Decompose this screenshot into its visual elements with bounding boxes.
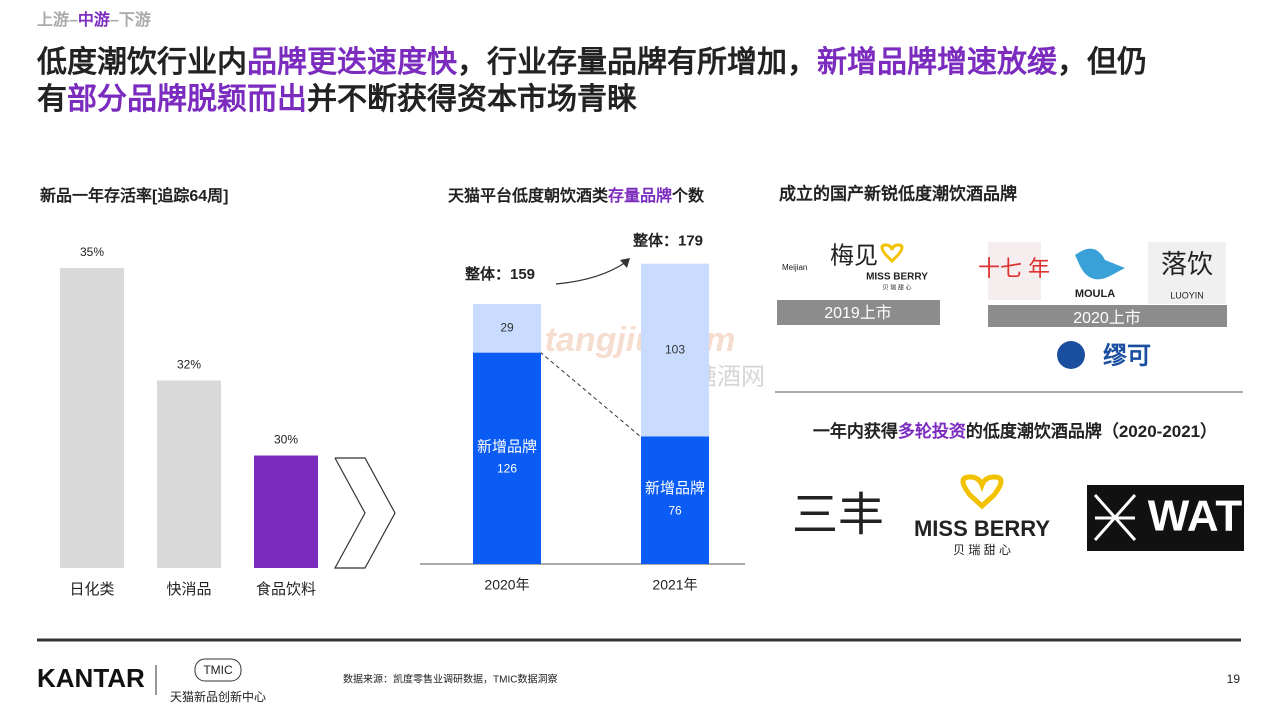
chart-title: 天猫平台低度朝饮酒类存量品牌个数 [448,186,705,205]
bar-segment [473,352,541,564]
bird-icon [1075,248,1125,280]
total-label: 整体：179 [633,232,703,250]
logo-text: 缪可 [1103,341,1151,369]
segment-name: 新增品牌 [645,480,705,497]
segment-value: 103 [665,342,685,356]
breadcrumb-item: 下游 [119,10,151,29]
slide-title: 低度潮饮行业内品牌更迭速度快，行业存量品牌有所增加，新增品牌增速放缓，但仍 [36,46,1147,79]
text-segment: 部分品牌脱颖而出 [67,82,307,116]
breadcrumb-item: – [69,12,78,29]
logo-text: 梅见 [830,243,878,270]
source: 数据来源：凯度零售业调研数据，TMIC数据洞察 [343,673,557,686]
breadcrumb: 上游–中游–下游 [37,10,151,29]
segment-name: 新增品牌 [477,438,537,455]
logo-text: 贝 瑞 甜 心 [882,284,911,292]
tmic-name: 天猫新品创新中心 [170,689,266,704]
text-segment: 品牌更迭速度快 [247,46,458,79]
tmic-logo: TMIC [203,663,233,677]
value-label: 35% [80,245,104,259]
bar-segment [641,263,709,437]
logo-icon [1057,341,1085,369]
text-segment: 天猫平台低度朝饮酒类 [448,186,609,205]
chevron [333,457,396,569]
heart-icon [880,243,904,264]
heart-icon [960,474,1004,510]
chart-title: 新品一年存活率[追踪64周] [40,186,228,205]
x-tick-label: 2021年 [652,577,697,593]
logo-text: 贝 瑞 甜 心 [953,543,1011,557]
value-label: 30% [274,433,298,447]
logo-text: MOULA [1075,288,1115,300]
logo-box [1148,242,1226,304]
x-tick-label: 2020年 [484,577,529,593]
text-segment: 个数 [671,186,705,205]
x-tick-label: 食品饮料 [256,581,316,598]
bar [157,380,221,568]
value-label: 32% [177,358,201,372]
text-segment: 的低度潮饮酒品牌（2020-2021） [966,421,1217,441]
tmic-box [194,658,242,682]
logo-text: MISS BERRY [866,272,928,283]
total-label: 整体：159 [465,265,535,283]
slide-title: 有部分品牌脱颖而出并不断获得资本市场青睐 [37,82,637,116]
bar [254,455,318,568]
segment-value: 76 [668,503,682,517]
text-segment: 新增品牌增速放缓 [817,46,1058,79]
arrow [555,261,627,285]
investment-title: 一年内获得多轮投资的低度潮饮酒品牌（2020-2021） [813,421,1217,441]
text-segment: ，行业存量品牌有所增加， [457,46,817,79]
brands-title: 成立的国产新锐低度潮饮酒品牌 [779,183,1017,203]
page-number: 19 [1227,672,1241,686]
logo-text: MISS BERRY [914,516,1050,541]
x-tick-label: 快消品 [166,581,211,598]
text-segment: 一年内获得 [813,421,898,441]
breadcrumb-item: – [110,12,119,29]
arrow-head [620,258,630,268]
text-segment: 并不断获得资本市场青睐 [307,82,637,116]
logo-box [988,242,1041,300]
x-tick-label: 日化类 [69,581,114,598]
logo-text: Meijian [782,263,807,272]
group-label: 2020上市 [1073,309,1141,327]
logo-text: 三丰 [792,490,884,541]
text-segment: 低度潮饮行业内 [36,46,247,79]
logo-text: WAT [1148,492,1243,541]
label-bar [777,300,940,325]
breadcrumb-item: 上游 [37,10,69,29]
segment-value: 29 [500,320,514,334]
kantar-logo: KANTAR [37,663,145,693]
logo-icon [1093,494,1137,541]
logo-text: 落饮 [1161,249,1213,279]
text-segment: 有 [37,83,67,116]
text-segment: 存量品牌 [608,186,672,205]
bar-segment [641,436,709,564]
text-segment: 多轮投资 [898,421,966,441]
group-label: 2019上市 [824,304,892,322]
bar [60,268,124,568]
segment-value: 126 [497,461,517,475]
label-bar [988,305,1227,327]
text-segment: ，但仍 [1057,46,1147,79]
logo-text: LUOYIN [1170,290,1204,300]
bar-segment [473,303,541,353]
breadcrumb-item: 中游 [78,10,110,29]
dashed-link [539,351,642,438]
logo-text: 十七 年 [978,256,1050,281]
